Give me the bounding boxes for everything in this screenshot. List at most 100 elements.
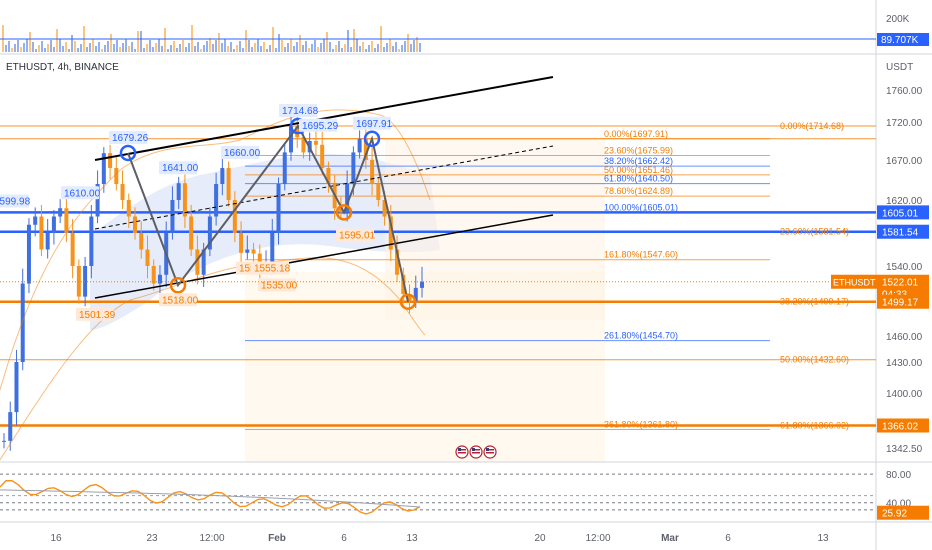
candle-body[interactable] <box>64 208 69 233</box>
candle-body[interactable] <box>320 144 325 168</box>
candle-body[interactable] <box>245 249 250 253</box>
rsi-axis-tick: 80.00 <box>886 470 911 481</box>
volume-bar <box>377 44 379 52</box>
candle-body[interactable] <box>376 184 381 200</box>
candle-body[interactable] <box>189 216 194 250</box>
axis-price-badge[interactable] <box>877 294 929 309</box>
volume-bar <box>137 31 139 52</box>
candle-body[interactable] <box>282 152 287 184</box>
candle-body[interactable] <box>89 216 94 267</box>
candle-body[interactable] <box>170 200 175 233</box>
axis-price-badge[interactable] <box>877 205 929 220</box>
candle-body[interactable] <box>39 216 44 250</box>
candle-body[interactable] <box>257 253 262 266</box>
candle-body[interactable] <box>133 216 138 234</box>
flag-stripe <box>458 449 466 451</box>
candle-body[interactable] <box>338 208 343 213</box>
volume-bar <box>29 32 31 52</box>
channel-upper-line[interactable] <box>94 76 554 161</box>
candle-body[interactable] <box>58 208 63 217</box>
candle-body[interactable] <box>45 233 50 250</box>
pivot-label-box <box>159 161 197 175</box>
volume-bar <box>50 40 52 52</box>
candle-body[interactable] <box>220 168 225 184</box>
time-axis-label: Feb <box>268 533 286 544</box>
candle-body[interactable] <box>201 249 206 275</box>
candle-body[interactable] <box>26 224 31 284</box>
volume-bar <box>140 31 142 52</box>
candle-body[interactable] <box>239 233 244 253</box>
candle-body[interactable] <box>413 287 418 301</box>
volume-bar <box>419 43 421 52</box>
candle-body[interactable] <box>232 200 237 233</box>
volume-bar <box>155 43 157 52</box>
candle-body[interactable] <box>270 233 275 262</box>
candle-body[interactable] <box>70 233 75 266</box>
candle-body[interactable] <box>420 281 424 288</box>
candle-body[interactable] <box>214 184 219 217</box>
candle-body[interactable] <box>326 168 331 184</box>
candle-body[interactable] <box>83 266 88 297</box>
volume-bar <box>233 49 235 52</box>
candle-body[interactable] <box>151 266 156 284</box>
volume-bar <box>209 38 211 52</box>
candle-body[interactable] <box>14 362 19 413</box>
candle-body[interactable] <box>276 184 281 233</box>
candle-body[interactable] <box>139 233 144 250</box>
candle-body[interactable] <box>382 200 387 217</box>
candle-body[interactable] <box>176 183 181 200</box>
candle-body[interactable] <box>207 216 212 250</box>
candle-body[interactable] <box>114 168 119 184</box>
candle-body[interactable] <box>351 152 356 184</box>
pivot-circle-marker[interactable] <box>399 293 417 310</box>
candle-body[interactable] <box>126 200 131 217</box>
candle-body[interactable] <box>108 153 113 168</box>
volume-badge-text: 89.707K <box>881 35 919 46</box>
candle-body[interactable] <box>313 141 318 145</box>
volume-bar <box>365 49 367 52</box>
pivot-circle-marker[interactable] <box>119 144 137 162</box>
volume-bar <box>107 41 109 52</box>
channel-mid-line[interactable] <box>94 145 554 230</box>
volume-bar <box>38 45 40 52</box>
axis-price-badge[interactable] <box>877 418 929 433</box>
price-axis-tick: 1670.00 <box>886 156 923 167</box>
candle-body[interactable] <box>20 283 25 363</box>
candle-body[interactable] <box>388 216 393 250</box>
volume-bar <box>104 45 106 52</box>
candle-body[interactable] <box>345 184 350 213</box>
candle-body[interactable] <box>145 249 150 267</box>
candle-body[interactable] <box>395 249 400 275</box>
candle-body[interactable] <box>101 153 106 184</box>
pivot-circle-marker[interactable] <box>169 277 187 294</box>
candle-body[interactable] <box>407 294 412 301</box>
zigzag-pattern-line[interactable] <box>127 124 409 302</box>
candle-body[interactable] <box>288 126 293 153</box>
volume-bar <box>74 41 76 52</box>
volume-bar <box>404 41 406 52</box>
candle-body[interactable] <box>157 274 162 284</box>
candle-body[interactable] <box>363 138 368 160</box>
candle-body[interactable] <box>33 216 38 225</box>
price-axis-tick: 1342.50 <box>886 444 923 455</box>
volume-bar <box>179 44 181 52</box>
pivot-circle-marker[interactable] <box>363 130 381 148</box>
axis-price-badge[interactable] <box>877 224 929 239</box>
candle-body[interactable] <box>51 216 56 234</box>
volume-bar <box>251 47 253 52</box>
candle-body[interactable] <box>226 168 231 200</box>
volume-bar <box>362 42 364 52</box>
candle-body[interactable] <box>301 137 306 153</box>
candle-body[interactable] <box>195 249 200 275</box>
candle-body[interactable] <box>2 440 6 442</box>
pivot-circle-marker[interactable] <box>335 204 353 221</box>
candle-body[interactable] <box>251 249 256 254</box>
candle-body[interactable] <box>357 138 362 153</box>
fib-level-label: 61.80%(1640.50) <box>604 174 673 184</box>
candle-body[interactable] <box>95 184 100 217</box>
candle-body[interactable] <box>8 412 13 441</box>
candle-body[interactable] <box>370 160 375 184</box>
candle-body[interactable] <box>120 184 125 200</box>
candle-body[interactable] <box>182 183 187 217</box>
